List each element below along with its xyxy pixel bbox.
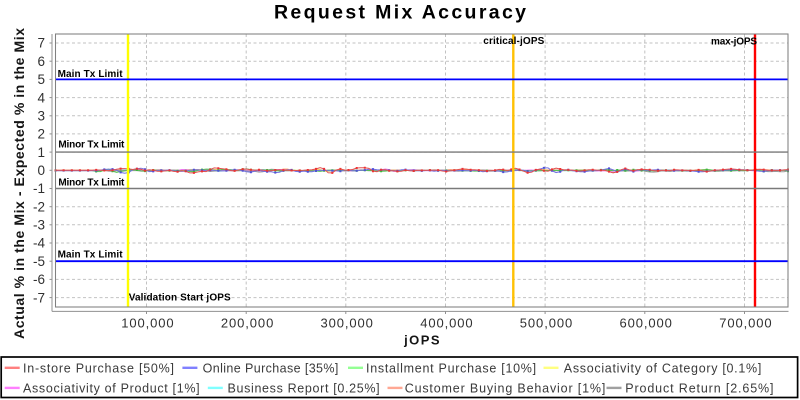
svg-text:500,000: 500,000 xyxy=(520,315,572,330)
svg-text:600,000: 600,000 xyxy=(620,315,672,330)
svg-text:max-jOPS: max-jOPS xyxy=(711,37,757,48)
svg-text:Associativity of Category [0.1: Associativity of Category [0.1%] xyxy=(564,362,762,376)
svg-text:100,000: 100,000 xyxy=(121,315,173,330)
svg-text:critical-jOPS: critical-jOPS xyxy=(483,36,544,47)
svg-text:5: 5 xyxy=(37,72,45,87)
svg-text:2: 2 xyxy=(37,127,45,142)
svg-text:-7: -7 xyxy=(33,290,45,305)
svg-text:0: 0 xyxy=(37,163,45,178)
svg-text:-6: -6 xyxy=(33,272,45,287)
svg-text:Business Report [0.25%]: Business Report [0.25%] xyxy=(228,382,380,396)
svg-text:Actual % in the Mix - Expected: Actual % in the Mix - Expected % in the … xyxy=(11,28,27,339)
svg-text:Product Return [2.65%]: Product Return [2.65%] xyxy=(625,382,773,396)
svg-text:6: 6 xyxy=(37,54,45,69)
svg-text:700,000: 700,000 xyxy=(719,315,771,330)
svg-text:-2: -2 xyxy=(33,199,45,214)
svg-text:jOPS: jOPS xyxy=(403,333,440,348)
svg-text:Minor Tx Limit: Minor Tx Limit xyxy=(58,178,125,189)
svg-text:Customer Buying Behavior [1%]: Customer Buying Behavior [1%] xyxy=(405,382,606,396)
svg-text:Online Purchase [35%]: Online Purchase [35%] xyxy=(203,362,339,376)
svg-text:200,000: 200,000 xyxy=(221,315,273,330)
svg-text:-5: -5 xyxy=(33,254,45,269)
svg-text:300,000: 300,000 xyxy=(321,315,373,330)
svg-text:Installment Purchase [10%]: Installment Purchase [10%] xyxy=(366,362,536,376)
svg-text:Main Tx Limit: Main Tx Limit xyxy=(58,69,124,80)
svg-text:-3: -3 xyxy=(33,218,45,233)
svg-text:4: 4 xyxy=(37,90,45,105)
svg-text:7: 7 xyxy=(37,36,45,51)
svg-text:Associativity of Product [1%]: Associativity of Product [1%] xyxy=(23,382,200,396)
svg-text:In-store Purchase [50%]: In-store Purchase [50%] xyxy=(23,362,174,376)
svg-text:Minor Tx Limit: Minor Tx Limit xyxy=(58,139,125,150)
svg-text:-1: -1 xyxy=(33,181,45,196)
svg-text:Validation Start jOPS: Validation Start jOPS xyxy=(129,293,231,304)
svg-text:3: 3 xyxy=(37,109,45,124)
svg-text:-4: -4 xyxy=(33,236,45,251)
svg-text:400,000: 400,000 xyxy=(420,315,472,330)
svg-text:Main Tx Limit: Main Tx Limit xyxy=(58,250,124,261)
svg-text:1: 1 xyxy=(37,145,45,160)
